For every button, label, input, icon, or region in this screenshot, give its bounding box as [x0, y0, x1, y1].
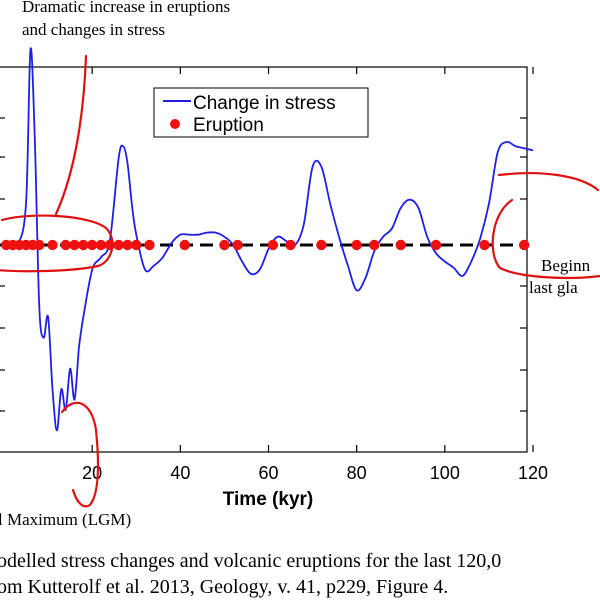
eruption-point — [60, 239, 71, 251]
eruption-series-points — [1, 239, 530, 251]
eruption-point — [316, 239, 327, 251]
x-axis-tick-labels: 20 40 60 80 100 120 — [82, 463, 548, 483]
x-tick-label-120: 120 — [518, 463, 548, 483]
legend-eruption-label: Eruption — [193, 115, 264, 136]
eruption-point — [430, 239, 442, 251]
legend-box — [153, 87, 369, 138]
annotation-bottom: l Maximum (LGM) — [0, 510, 131, 529]
eruption-point — [78, 239, 89, 251]
x-tick-label-40: 40 — [170, 463, 190, 483]
eruption-point — [267, 239, 279, 251]
y-axis-ticks — [0, 117, 5, 412]
eruption-point — [285, 239, 296, 251]
eruption-point — [86, 239, 98, 251]
eruption-point — [144, 239, 155, 251]
x-tick-label-100: 100 — [430, 463, 460, 483]
annotation-loop-bottom — [60, 401, 100, 508]
eruption-point — [95, 239, 107, 251]
annotation-right-line1: Beginn — [541, 256, 591, 275]
eruption-point — [518, 239, 530, 251]
x-axis-ticks — [91, 67, 534, 452]
annotation-top-line1: Dramatic increase in eruptions — [22, 0, 230, 16]
annotation-arc-right — [491, 198, 600, 279]
x-axis-label: Time (kyr) — [223, 489, 313, 510]
eruption-point — [179, 239, 190, 251]
annotation-top-line2: and changes in stress — [22, 20, 165, 39]
eruption-point — [47, 239, 58, 251]
annotation-ellipse-right — [497, 172, 600, 192]
eruption-point — [351, 239, 362, 251]
legend-eruption-swatch — [170, 119, 180, 129]
stress-series-line — [3, 47, 534, 432]
annotation-right-line2: last gla — [529, 278, 578, 297]
eruption-point — [369, 239, 380, 251]
eruption-point — [113, 239, 124, 251]
plot-frame — [0, 66, 528, 453]
eruption-point — [219, 239, 230, 251]
eruption-point — [122, 239, 133, 251]
eruption-point — [395, 239, 406, 251]
x-tick-label-20: 20 — [82, 463, 102, 483]
caption-line2: om Kutterolf et al. 2013, Geology, v. 41… — [0, 576, 448, 598]
x-tick-label-60: 60 — [258, 463, 278, 483]
annotation-ellipse-left — [0, 214, 114, 273]
eruption-point — [232, 239, 243, 251]
caption-line1: odelled stress changes and volcanic erup… — [0, 550, 501, 572]
legend-stress-label: Change in stress — [193, 93, 336, 114]
annotation-arrow-top — [54, 54, 88, 216]
eruption-point — [34, 239, 45, 251]
eruption-point — [479, 239, 490, 251]
legend: Change in stress Eruption — [153, 87, 369, 138]
x-tick-label-80: 80 — [347, 463, 367, 483]
annotation-marks — [0, 54, 600, 508]
eruption-point — [69, 239, 80, 251]
y-axis-ticks-right — [520, 117, 527, 412]
eruption-point — [131, 239, 142, 251]
